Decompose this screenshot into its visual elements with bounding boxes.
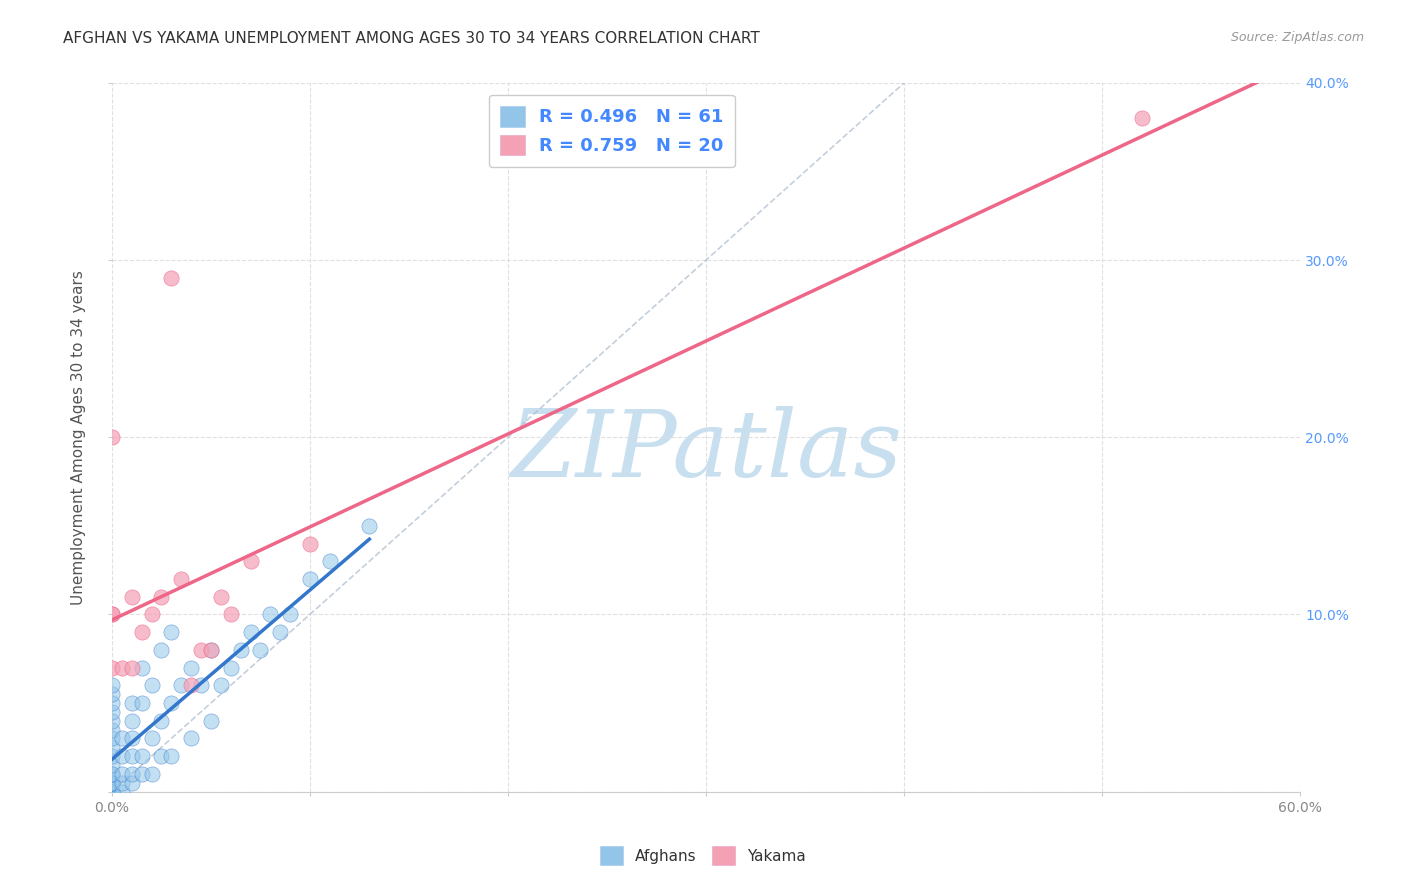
- Point: [150, 590, 173, 604]
- Point: [239, 554, 262, 568]
- Point: [180, 731, 202, 746]
- Point: [200, 642, 222, 657]
- Point: [150, 749, 173, 764]
- Point: [101, 775, 124, 789]
- Point: [150, 642, 173, 657]
- Point: [111, 749, 134, 764]
- Point: [229, 642, 252, 657]
- Point: [141, 607, 163, 622]
- Point: [298, 536, 321, 550]
- Point: [190, 678, 212, 692]
- Point: [121, 775, 143, 789]
- Point: [160, 625, 183, 640]
- Point: [101, 723, 124, 737]
- Point: [101, 731, 124, 746]
- Point: [121, 660, 143, 674]
- Y-axis label: Unemployment Among Ages 30 to 34 years: Unemployment Among Ages 30 to 34 years: [72, 269, 86, 605]
- Point: [180, 678, 202, 692]
- Point: [101, 775, 124, 789]
- Point: [101, 784, 124, 798]
- Point: [121, 696, 143, 710]
- Point: [200, 642, 222, 657]
- Point: [101, 678, 124, 692]
- Point: [239, 625, 262, 640]
- Point: [259, 607, 281, 622]
- Point: [190, 642, 212, 657]
- Point: [101, 784, 124, 798]
- Point: [101, 740, 124, 755]
- Point: [278, 607, 301, 622]
- Point: [111, 775, 134, 789]
- Point: [170, 572, 193, 586]
- Point: [101, 784, 124, 798]
- Point: [249, 642, 271, 657]
- Point: [160, 749, 183, 764]
- Point: [101, 696, 124, 710]
- Point: [131, 625, 153, 640]
- Point: [170, 678, 193, 692]
- Point: [101, 784, 124, 798]
- Point: [150, 714, 173, 728]
- Point: [219, 607, 242, 622]
- Point: [131, 767, 153, 781]
- Point: [219, 660, 242, 674]
- Point: [141, 731, 163, 746]
- Point: [101, 607, 124, 622]
- Point: [121, 767, 143, 781]
- Point: [131, 660, 153, 674]
- Point: [359, 518, 381, 533]
- Point: [101, 660, 124, 674]
- Point: [160, 270, 183, 285]
- Point: [101, 758, 124, 772]
- Point: [319, 554, 342, 568]
- Point: [131, 749, 153, 764]
- Point: [160, 696, 183, 710]
- Point: [121, 714, 143, 728]
- Point: [101, 767, 124, 781]
- Point: [200, 714, 222, 728]
- Point: [209, 590, 232, 604]
- Point: [209, 678, 232, 692]
- Point: [101, 430, 124, 444]
- Point: [101, 607, 124, 622]
- Point: [101, 714, 124, 728]
- Legend: Afghans, Yakama: Afghans, Yakama: [593, 840, 813, 871]
- Point: [141, 767, 163, 781]
- Point: [141, 678, 163, 692]
- Point: [101, 784, 124, 798]
- Legend: R = 0.496   N = 61, R = 0.759   N = 20: R = 0.496 N = 61, R = 0.759 N = 20: [489, 95, 735, 167]
- Point: [131, 696, 153, 710]
- Point: [101, 767, 124, 781]
- Text: AFGHAN VS YAKAMA UNEMPLOYMENT AMONG AGES 30 TO 34 YEARS CORRELATION CHART: AFGHAN VS YAKAMA UNEMPLOYMENT AMONG AGES…: [63, 31, 761, 46]
- Point: [1130, 112, 1153, 126]
- Text: Source: ZipAtlas.com: Source: ZipAtlas.com: [1230, 31, 1364, 45]
- Point: [121, 731, 143, 746]
- Point: [180, 660, 202, 674]
- Point: [101, 775, 124, 789]
- Point: [111, 784, 134, 798]
- Point: [111, 731, 134, 746]
- Point: [101, 749, 124, 764]
- Point: [269, 625, 291, 640]
- Point: [298, 572, 321, 586]
- Text: ZIPatlas: ZIPatlas: [510, 407, 901, 497]
- Point: [121, 590, 143, 604]
- Point: [121, 749, 143, 764]
- Point: [101, 705, 124, 719]
- Point: [111, 767, 134, 781]
- Point: [101, 687, 124, 701]
- Point: [111, 660, 134, 674]
